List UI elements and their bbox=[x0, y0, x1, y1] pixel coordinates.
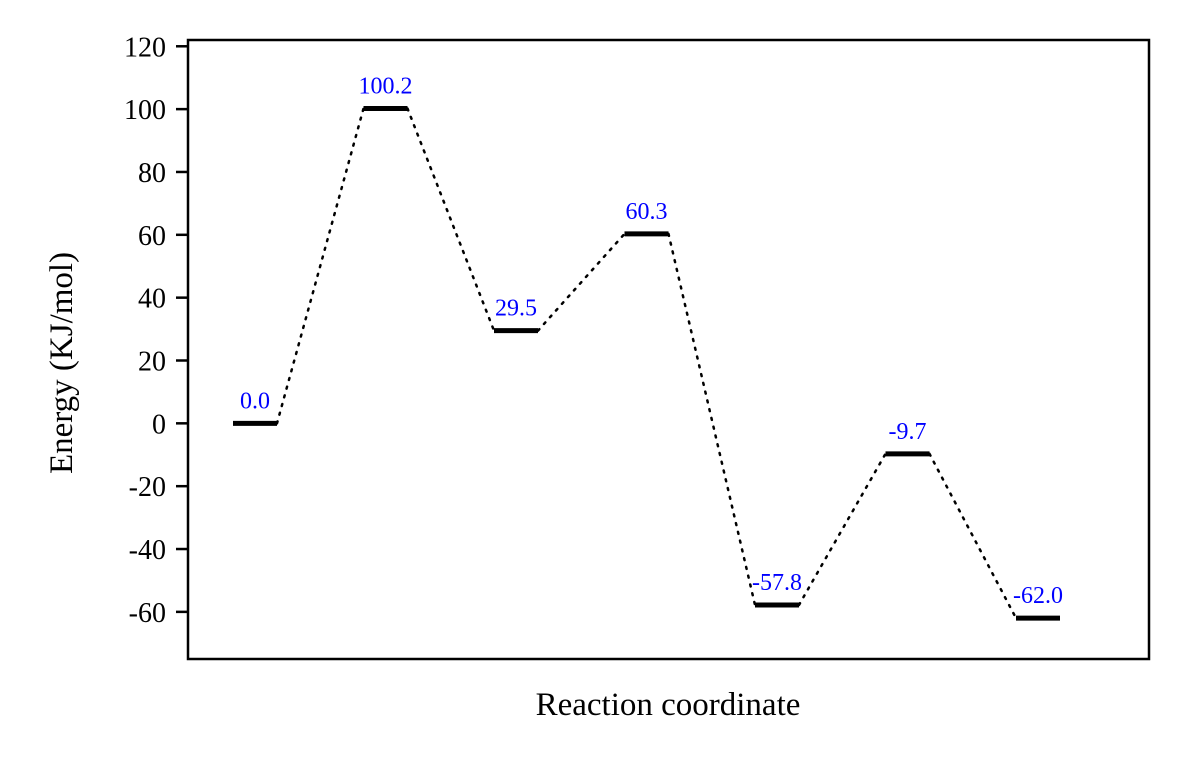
data-label: 0.0 bbox=[240, 388, 270, 414]
connector-lines bbox=[275, 107, 1018, 620]
connector-line bbox=[797, 452, 887, 607]
y-tick-label: 60 bbox=[138, 221, 166, 252]
y-tick-label: 120 bbox=[124, 32, 166, 63]
data-label: -9.7 bbox=[889, 419, 927, 445]
x-axis-title: Reaction coordinate bbox=[536, 687, 801, 723]
y-tick-label: 40 bbox=[138, 284, 166, 315]
connector-line bbox=[928, 452, 1018, 620]
connector-line bbox=[275, 107, 365, 425]
plot-frame bbox=[186, 38, 1151, 661]
y-axis-title: Energy (KJ/mol) bbox=[44, 252, 80, 474]
data-label: 100.2 bbox=[359, 73, 413, 99]
data-label: 29.5 bbox=[495, 296, 537, 322]
connector-line bbox=[536, 232, 626, 332]
connector-line bbox=[406, 107, 496, 332]
y-tick-label: 100 bbox=[124, 95, 166, 126]
y-tick-label: -20 bbox=[129, 472, 166, 503]
data-label: -57.8 bbox=[752, 570, 802, 596]
connector-line bbox=[667, 232, 757, 607]
y-tick-label: 0 bbox=[152, 409, 166, 440]
energy-levels bbox=[233, 105, 1060, 621]
y-tick-label: -60 bbox=[129, 598, 166, 629]
y-tick-label: -40 bbox=[129, 535, 166, 566]
data-label: -62.0 bbox=[1013, 583, 1063, 609]
y-tick-label: 20 bbox=[138, 346, 166, 377]
data-label: 60.3 bbox=[626, 199, 668, 225]
data-labels: 0.0 100.2 29.5 60.3 -57.8 -9.7 -62.0 bbox=[240, 73, 1063, 609]
y-axis: 120 100 80 60 40 20 0 -20 -40 -60 bbox=[124, 32, 188, 629]
y-tick-label: 80 bbox=[138, 158, 166, 189]
